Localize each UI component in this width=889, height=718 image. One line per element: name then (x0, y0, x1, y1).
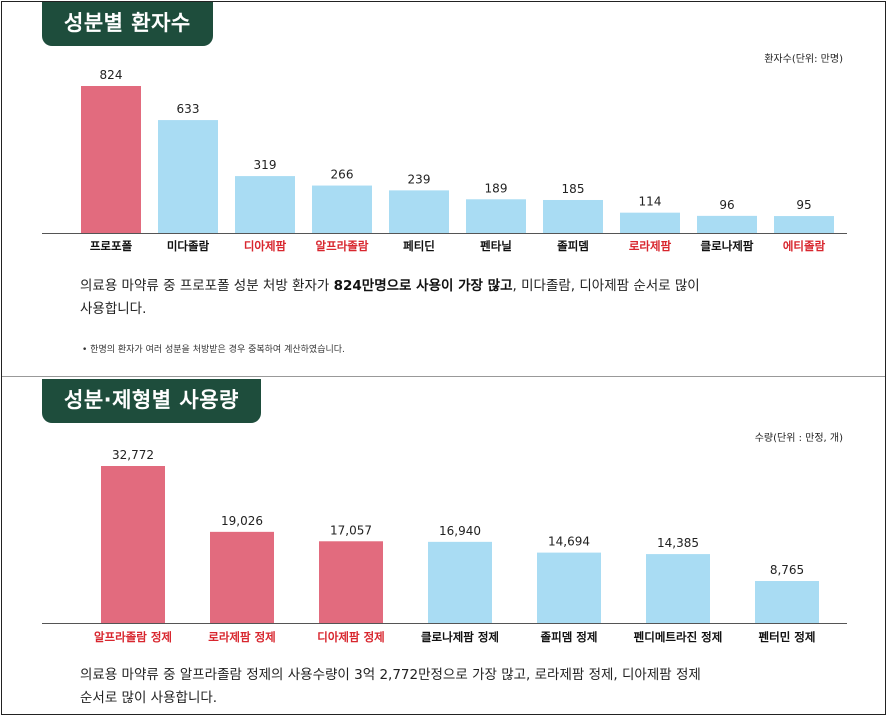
chart1-value-label-5: 189 (485, 181, 508, 195)
section1-title: 성분별 환자수 (42, 2, 213, 46)
chart2-bar-6 (755, 581, 819, 623)
chart1-value-label-2: 319 (254, 158, 277, 172)
chart1-bar-4 (389, 190, 449, 233)
section1-desc-line2: 사용합니다. (80, 301, 147, 317)
chart1-category-label-8: 클로나제팜 (701, 239, 754, 253)
chart2-svg: 32,772 알프라졸람 정제 19,026 로라제팜 정제 17,057 디아제팜 정제… (42, 448, 847, 644)
chart2-value-label-3: 16,940 (439, 524, 481, 538)
section1-desc-bold: 824만명으로 사용이 가장 많고 (333, 278, 513, 294)
section2-unit-label: 수량(단위 : 만정, 개) (754, 433, 843, 444)
section2-title: 성분·제형별 사용량 (42, 379, 261, 423)
section1-desc-a: 의료용 마약류 중 프로포폴 성분 처방 환자가 (80, 278, 334, 294)
chart2-bar-0 (101, 466, 165, 623)
chart1-bar-2 (235, 176, 295, 233)
section1-unit-label: 환자수(단위: 만명) (764, 54, 843, 65)
chart1-bar-1 (158, 120, 218, 233)
chart2-category-label-6: 펜터민 정제 (759, 630, 816, 644)
chart1-category-label-0: 프로포폴 (90, 239, 133, 253)
chart2-category-label-4: 졸피뎀 정제 (541, 630, 598, 644)
chart1-category-label-6: 졸피뎀 (557, 239, 589, 253)
chart2-bar-1 (210, 531, 274, 623)
section2-desc-line1: 의료용 마약류 중 알프라졸람 정제의 사용수량이 3억 2,772만정으로 가… (80, 667, 701, 683)
section-divider (2, 376, 885, 377)
chart1-value-label-4: 239 (408, 172, 431, 186)
chart1-value-label-7: 114 (639, 195, 662, 209)
chart1-category-label-4: 페티딘 (403, 239, 435, 253)
chart1-bar-9 (774, 216, 834, 233)
chart2-category-label-0: 알프라졸람 정제 (94, 630, 172, 644)
chart2-bar-4 (537, 552, 601, 623)
section2-desc-line2: 순서로 많이 사용합니다. (80, 690, 218, 706)
chart1-category-label-2: 디아제팜 (244, 239, 287, 253)
chart1-value-label-9: 95 (796, 198, 811, 212)
chart2-bar-5 (646, 554, 710, 623)
chart2-bar-3 (428, 541, 492, 623)
chart2-category-label-3: 클로나제팜 정제 (421, 630, 499, 644)
chart1-svg: 824 프로포폴 633 미다졸람 319 디아제팜 266 알프라졸람 239 페티딘 189 펜타… (42, 68, 847, 253)
chart1-category-label-1: 미다졸람 (167, 239, 210, 253)
section1-footnote: • 한명의 환자가 여러 성분을 처방받은 경우 중복하여 계산하였습니다. (82, 345, 345, 355)
chart1-bar-0 (81, 86, 141, 233)
chart1-bar-3 (312, 185, 372, 233)
chart1-bar-5 (466, 199, 526, 233)
chart2-bar-2 (319, 541, 383, 623)
chart1-category-label-3: 알프라졸람 (316, 239, 369, 253)
section1-desc-b: , 미다졸람, 디아제팜 순서로 많이 (512, 278, 700, 294)
chart2-value-label-1: 19,026 (221, 514, 263, 528)
section2-description: 의료용 마약류 중 알프라졸람 정제의 사용수량이 3억 2,772만정으로 가… (80, 664, 701, 710)
chart1-value-label-0: 824 (100, 68, 123, 82)
chart1-value-label-1: 633 (177, 102, 200, 116)
chart1-category-label-7: 로라제팜 (629, 239, 672, 253)
chart2-value-label-4: 14,694 (548, 535, 590, 549)
section1-description: 의료용 마약류 중 프로포폴 성분 처방 환자가 824만명으로 사용이 가장 … (80, 275, 700, 321)
chart1-category-label-5: 펜타닐 (480, 239, 512, 253)
chart1-category-label-9: 에티졸람 (783, 239, 826, 253)
chart2-value-label-0: 32,772 (112, 448, 154, 462)
chart1-value-label-6: 185 (562, 182, 585, 196)
chart1-bar-7 (620, 212, 680, 233)
chart1-value-label-3: 266 (331, 168, 354, 182)
chart2-category-label-5: 펜디메트라진 정제 (634, 630, 723, 644)
chart2-category-label-1: 로라제팜 정제 (208, 630, 275, 644)
chart2-value-label-5: 14,385 (657, 536, 699, 550)
chart2-category-label-2: 디아제팜 정제 (317, 630, 384, 644)
chart2-value-label-2: 17,057 (330, 523, 372, 537)
chart1-bar-8 (697, 215, 757, 233)
chart1-bar-6 (543, 199, 603, 233)
chart2-value-label-6: 8,765 (770, 563, 804, 577)
chart1-value-label-8: 96 (719, 198, 734, 212)
